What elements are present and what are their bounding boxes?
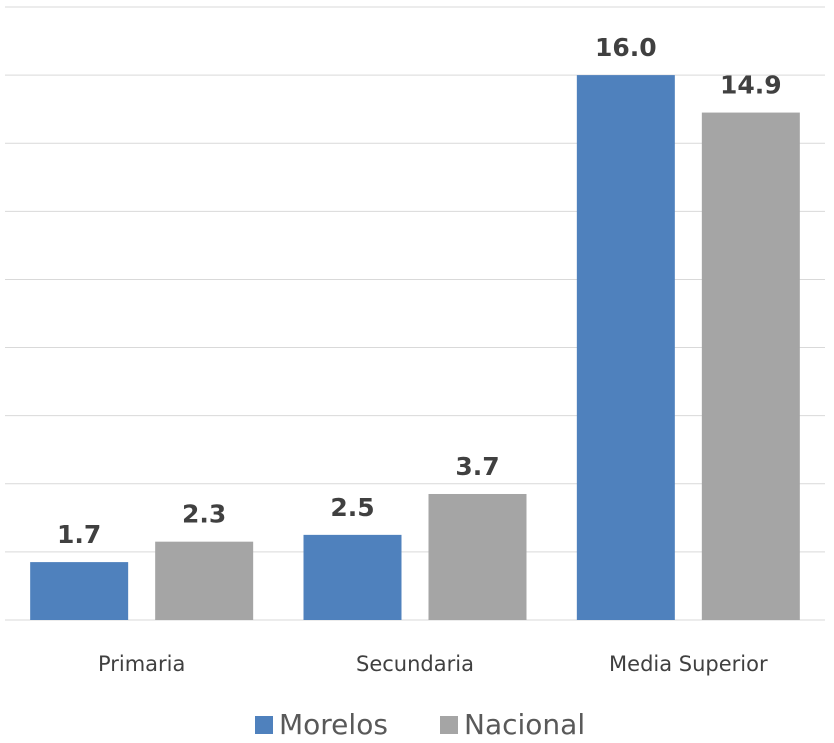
- bar: [303, 534, 402, 620]
- data-label: 16.0: [595, 33, 657, 62]
- bar: [30, 562, 129, 620]
- bar: [701, 112, 800, 621]
- x-tick-label: Secundaria: [356, 652, 474, 676]
- legend-swatch: [440, 716, 458, 734]
- x-tick-label: Media Superior: [609, 652, 768, 676]
- x-tick-label: Primaria: [98, 652, 185, 676]
- legend-label: Morelos: [279, 708, 388, 741]
- data-label: 2.5: [330, 493, 374, 522]
- data-label: 1.7: [57, 520, 101, 549]
- bar: [428, 493, 527, 620]
- data-label: 2.3: [182, 500, 226, 529]
- legend-label: Nacional: [464, 708, 585, 741]
- data-label: 14.9: [720, 71, 782, 100]
- bar: [155, 541, 254, 620]
- bar: [576, 75, 675, 621]
- legend-swatch: [255, 716, 273, 734]
- data-label: 3.7: [455, 452, 499, 481]
